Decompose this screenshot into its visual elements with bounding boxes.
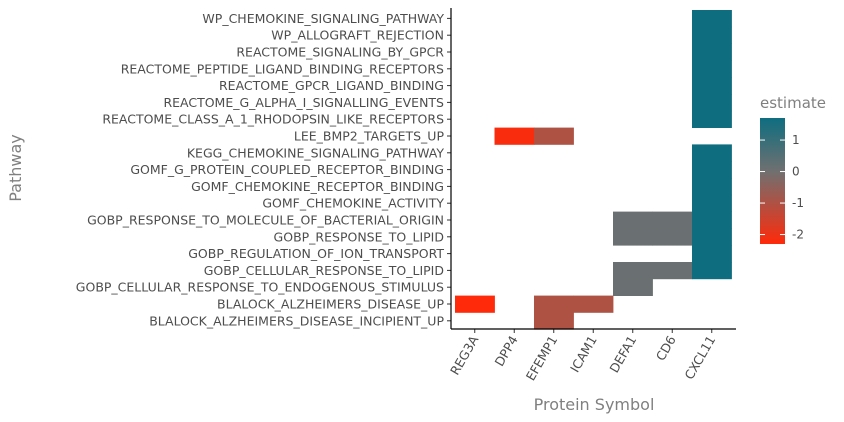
y-tick-label: WP_CHEMOKINE_SIGNALING_PATHWAY — [202, 11, 444, 26]
heatmap-cell — [692, 60, 732, 78]
x-tick-label: DPP4 — [492, 333, 521, 369]
heatmap-cells — [455, 10, 732, 330]
y-tick-label: BLALOCK_ALZHEIMERS_DISEASE_INCIPIENT_UP — [149, 313, 444, 328]
x-axis-title: Protein Symbol — [534, 395, 655, 414]
heatmap-cell — [613, 278, 653, 296]
y-tick-label: REACTOME_G_ALPHA_I_SIGNALLING_EVENTS — [163, 95, 444, 110]
heatmap-cell — [692, 211, 732, 229]
legend-colorbar — [760, 118, 785, 244]
x-tick-label: CD6 — [653, 333, 679, 363]
legend-tick-label: -2 — [792, 228, 804, 242]
heatmap-cell — [573, 295, 614, 313]
legend: estimate 1 0 -1 -2 — [760, 94, 826, 244]
heatmap-cell — [652, 228, 693, 246]
y-axis-title: Pathway — [6, 134, 25, 202]
y-tick-label: REACTOME_CLASS_A_1_RHODOPSIN_LIKE_RECEPT… — [102, 112, 444, 127]
x-tick-label: CXCL11 — [681, 333, 718, 382]
y-tick-label: GOBP_CELLULAR_RESPONSE_TO_LIPID — [204, 263, 444, 278]
heatmap-cell — [692, 26, 732, 44]
x-tick-label: ICAM1 — [567, 333, 600, 375]
y-tick-label: GOBP_CELLULAR_RESPONSE_TO_ENDOGENOUS_STI… — [76, 280, 444, 295]
legend-tick-label: -1 — [792, 196, 804, 210]
y-tick-label: BLALOCK_ALZHEIMERS_DISEASE_UP — [217, 297, 444, 312]
y-tick-label: GOBP_REGULATION_OF_ION_TRANSPORT — [188, 246, 444, 261]
y-tick-label: GOMF_CHEMOKINE_ACTIVITY — [262, 196, 444, 211]
y-tick-label: GOMF_G_PROTEIN_COUPLED_RECEPTOR_BINDING — [130, 162, 444, 177]
heatmap-cell — [692, 144, 732, 162]
heatmap-cell — [692, 43, 732, 61]
heatmap-cell — [692, 245, 732, 263]
legend-tick-label: 1 — [792, 133, 800, 147]
heatmap-cell — [613, 228, 653, 246]
y-tick-label: KEGG_CHEMOKINE_SIGNALING_PATHWAY — [187, 145, 445, 160]
heatmap-cell — [613, 262, 653, 280]
y-tick-label: GOBP_RESPONSE_TO_LIPID — [274, 229, 444, 244]
y-tick-label: REACTOME_GPCR_LIGAND_BINDING — [219, 78, 444, 93]
heatmap-cell — [534, 127, 574, 145]
heatmap-cell — [455, 295, 495, 313]
x-tick-label: REG3A — [447, 333, 482, 378]
heatmap-cell — [692, 77, 732, 95]
heatmap-cell — [692, 194, 732, 212]
heatmap-cell — [652, 211, 693, 229]
y-tick-label: LEE_BMP2_TARGETS_UP — [294, 129, 445, 144]
heatmap-cell — [692, 161, 732, 179]
heatmap-cell — [613, 211, 653, 229]
y-tick-label: GOMF_CHEMOKINE_RECEPTOR_BINDING — [191, 179, 444, 194]
y-tick-label: WP_ALLOGRAFT_REJECTION — [271, 28, 444, 43]
legend-ticks: 1 0 -1 -2 — [760, 133, 804, 242]
heatmap-cell — [692, 94, 732, 112]
heatmap-cell — [494, 127, 535, 145]
heatmap-cell — [692, 10, 732, 28]
heatmap-cell — [692, 228, 732, 246]
y-tick-label: REACTOME_PEPTIDE_LIGAND_BINDING_RECEPTOR… — [121, 61, 444, 76]
heatmap-cell — [534, 312, 574, 330]
y-tick-label: GOBP_RESPONSE_TO_MOLECULE_OF_BACTERIAL_O… — [87, 213, 444, 228]
x-axis-tick-labels: REG3A DPP4 EFEMP1 ICAM1 DEFA1 CD6 CXCL11 — [447, 329, 718, 383]
y-axis-tick-labels: WP_CHEMOKINE_SIGNALING_PATHWAY WP_ALLOGRA… — [76, 11, 451, 328]
heatmap-cell — [692, 178, 732, 196]
y-tick-label: REACTOME_SIGNALING_BY_GPCR — [236, 45, 444, 60]
x-tick-label: EFEMP1 — [523, 333, 561, 383]
heatmap-cell — [692, 110, 732, 128]
heatmap-cell — [652, 262, 693, 280]
heatmap-cell — [692, 262, 732, 280]
x-tick-label: DEFA1 — [606, 333, 639, 375]
legend-title: estimate — [760, 94, 826, 112]
legend-tick-label: 0 — [792, 165, 800, 179]
heatmap-cell — [534, 295, 574, 313]
